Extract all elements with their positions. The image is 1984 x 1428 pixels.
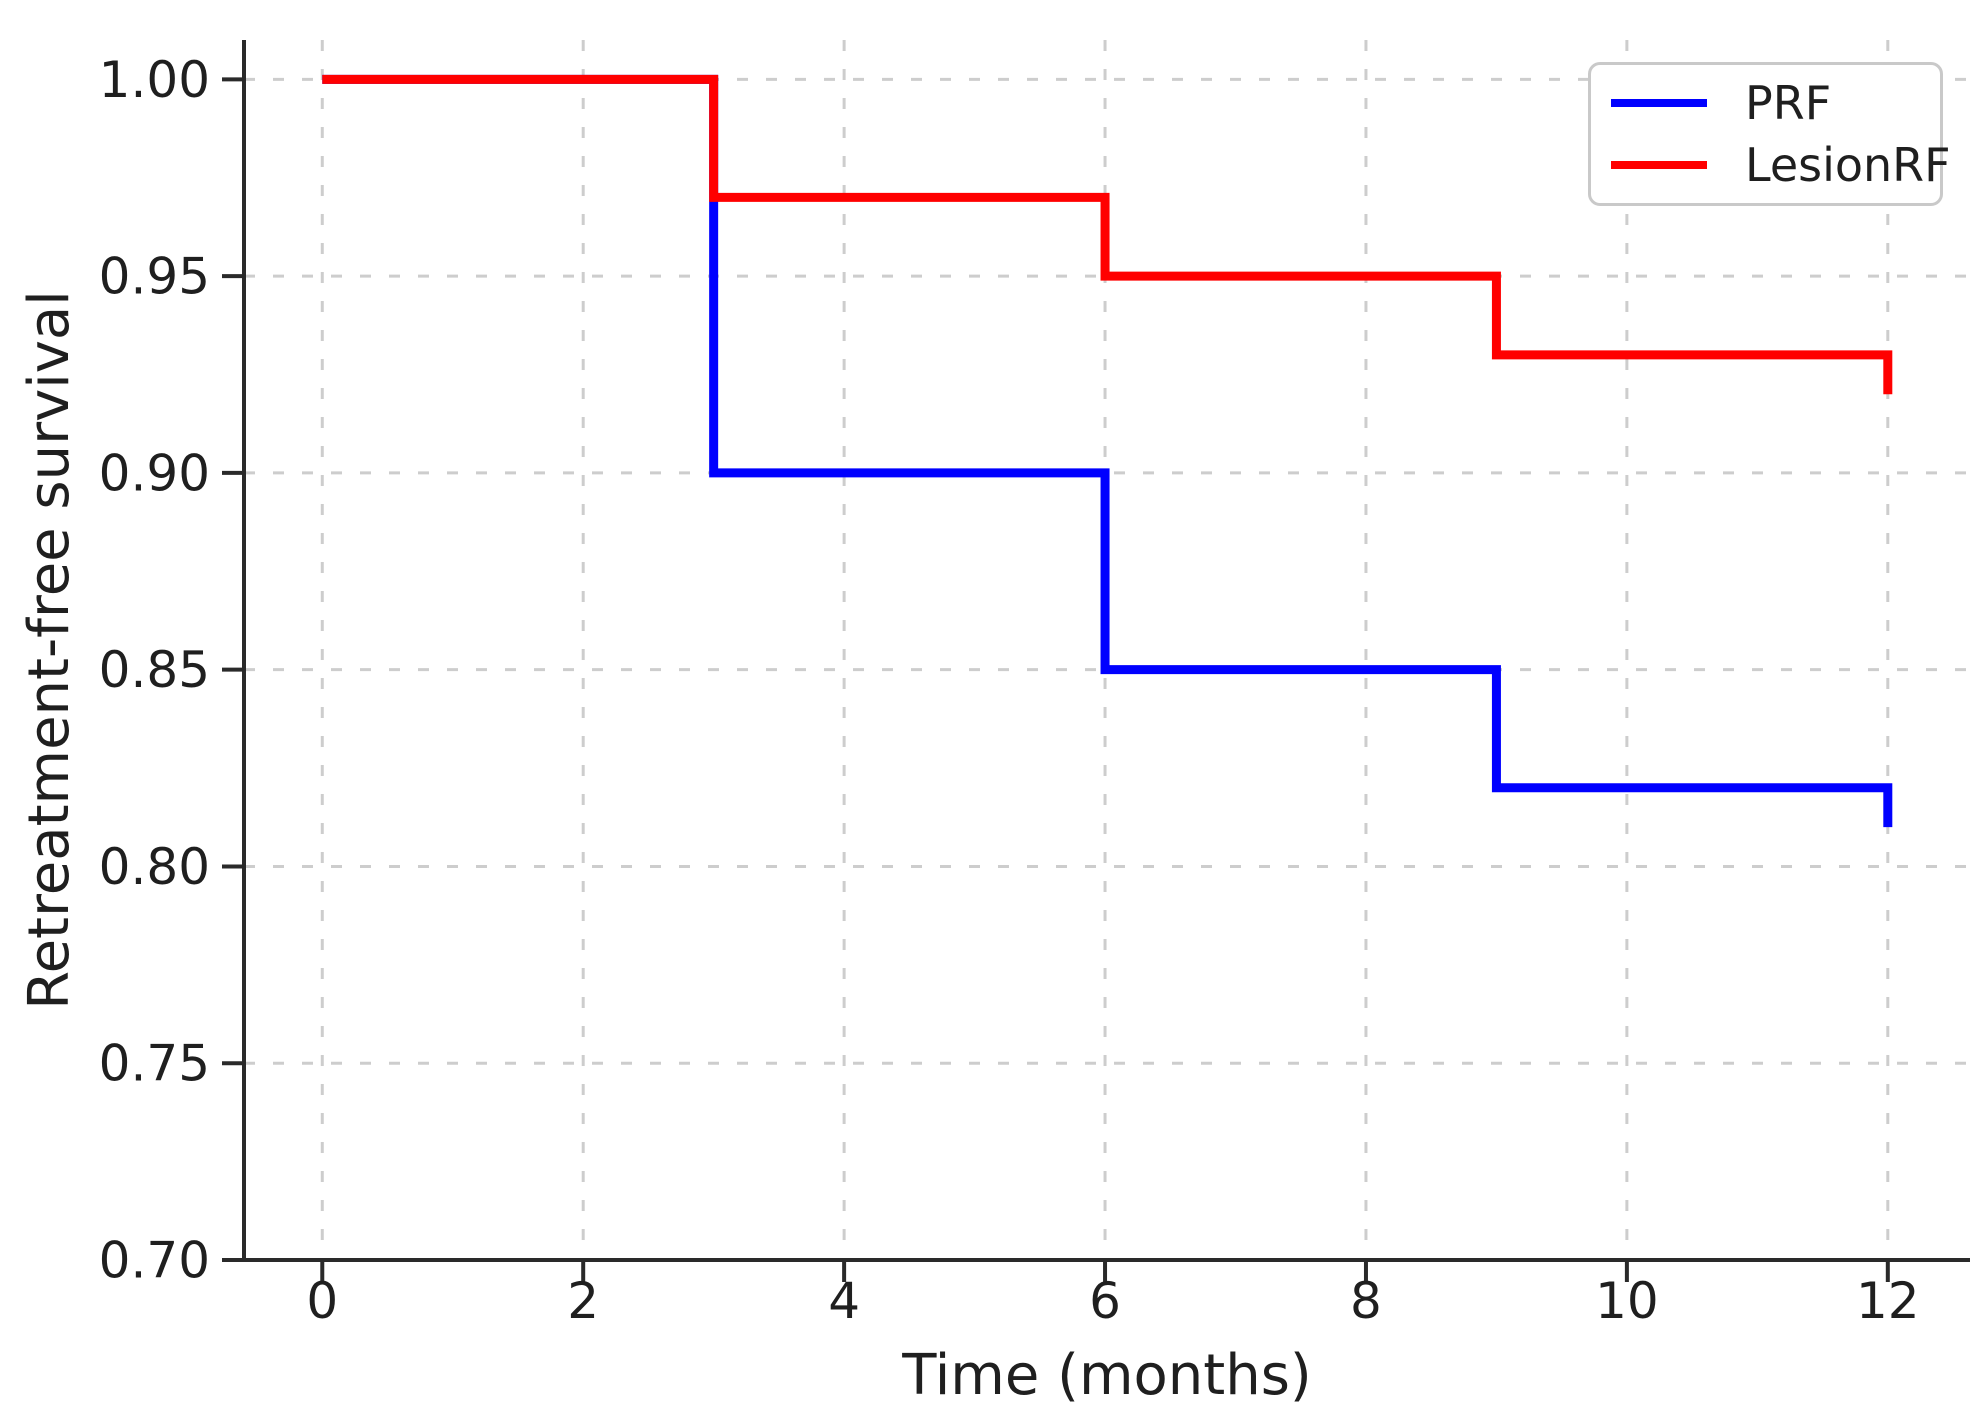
- legend-label-lesionrf: LesionRF: [1745, 137, 1951, 192]
- y-tick-label: 0.75: [99, 1035, 210, 1093]
- y-tick-label: 0.70: [99, 1232, 210, 1290]
- x-tick-label: 6: [1089, 1272, 1121, 1330]
- legend-line-prf-icon: [1611, 99, 1707, 108]
- x-tick-label: 4: [828, 1272, 860, 1330]
- x-tick-label: 2: [567, 1272, 599, 1330]
- y-tick-label: 0.80: [99, 838, 210, 896]
- legend-label-prf: PRF: [1745, 76, 1832, 131]
- y-axis-label: Retreatment-free survival: [17, 290, 82, 1010]
- x-tick-label: 12: [1856, 1272, 1920, 1330]
- legend-line-lesionrf-icon: [1611, 160, 1707, 169]
- y-tick-label: 0.95: [99, 248, 210, 306]
- legend-item-lesionrf: LesionRF: [1611, 142, 1951, 188]
- series-line-prf: [322, 74, 1893, 828]
- x-tick-label: 8: [1350, 1272, 1382, 1330]
- x-axis-label: Time (months): [901, 1343, 1311, 1408]
- x-tick-label: 0: [306, 1272, 338, 1330]
- legend: PRF LesionRF: [1588, 62, 1951, 206]
- y-tick-label: 0.85: [99, 641, 210, 699]
- legend-item-prf: PRF: [1611, 80, 1940, 126]
- y-tick-label: 0.90: [99, 444, 210, 502]
- x-tick-label: 10: [1595, 1272, 1659, 1330]
- y-tick-label: 1.00: [99, 51, 210, 109]
- series-line-lesionrf: [322, 74, 1893, 395]
